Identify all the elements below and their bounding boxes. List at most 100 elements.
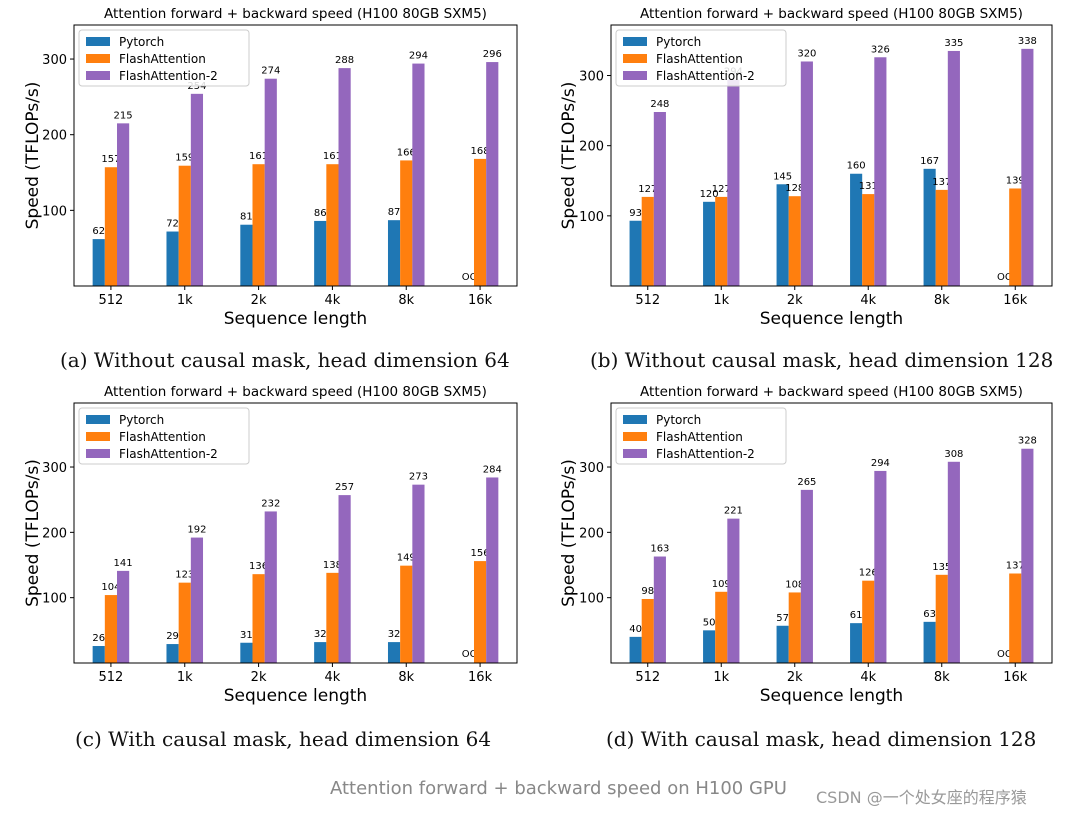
data-label: 273 (409, 472, 428, 483)
x-tick-label: 2k (251, 293, 267, 308)
legend-label: FlashAttention-2 (119, 447, 218, 461)
axes-frame (73, 24, 518, 287)
bar-flash2 (653, 556, 666, 663)
bar-pytorch (629, 220, 642, 286)
caption-c: (c) With causal mask, head dimension 64 (75, 727, 492, 751)
axes-frame (73, 402, 518, 664)
data-label: 320 (797, 48, 816, 59)
data-label: 215 (114, 110, 133, 121)
data-label: 63 (923, 609, 936, 620)
x-axis-label: Sequence length (224, 686, 367, 706)
legend-label: Pytorch (119, 35, 164, 49)
bar-flash2 (338, 68, 351, 287)
data-label: 128 (785, 183, 804, 194)
x-tick-label: 512 (635, 293, 660, 308)
bar-pytorch (240, 642, 253, 663)
data-label: 168 (471, 146, 490, 157)
x-tick-label: 512 (635, 670, 660, 685)
data-label: 274 (261, 66, 280, 77)
data-label: 131 (859, 181, 878, 192)
bar-flash (252, 574, 265, 663)
y-tick-label: 100 (42, 592, 67, 607)
x-tick-label: 16k (468, 293, 493, 308)
bar-flash2 (486, 62, 499, 286)
x-tick-label: 2k (787, 670, 803, 685)
legend-swatch-pytorch (86, 415, 110, 424)
data-label: 86 (314, 208, 327, 219)
x-tick-label: 4k (325, 293, 341, 308)
figure-caption: Attention forward + backward speed on H1… (330, 778, 787, 799)
data-label: 141 (114, 558, 133, 569)
data-label: 109 (712, 579, 731, 590)
bar-flash (400, 565, 413, 663)
data-label: 108 (785, 579, 804, 590)
data-label: 149 (397, 553, 416, 564)
x-tick-label: 2k (787, 293, 803, 308)
caption-b: (b) Without causal mask, head dimension … (590, 348, 1054, 372)
data-label: 157 (101, 154, 120, 165)
bar-flash (104, 595, 118, 663)
bar-flash2 (727, 79, 740, 286)
legend-label: FlashAttention (119, 52, 206, 66)
y-axis-label: Speed (TFLOPs/s) (23, 82, 43, 230)
x-tick-label: 2k (251, 670, 267, 685)
legend-label: FlashAttention-2 (656, 447, 755, 461)
y-axis-label: Speed (TFLOPs/s) (559, 459, 579, 607)
legend-swatch-pytorch (623, 415, 647, 424)
data-label: 136 (249, 561, 268, 572)
data-label: 135 (932, 562, 951, 573)
bar-flash2 (190, 537, 204, 663)
x-tick-label: 8k (934, 670, 950, 685)
y-tick-label: 200 (579, 140, 604, 155)
bar-flash (178, 165, 191, 286)
data-label: 221 (724, 506, 743, 517)
x-tick-label: 1k (177, 293, 193, 308)
y-tick-label: 200 (42, 526, 67, 541)
bar-flash (935, 189, 948, 286)
y-tick-label: 300 (42, 461, 67, 476)
bar-flash (715, 591, 728, 663)
data-label: 127 (712, 184, 731, 195)
legend-label: FlashAttention-2 (656, 69, 755, 83)
bar-flash (178, 582, 191, 663)
legend-swatch-flash2 (623, 449, 647, 458)
data-label: 160 (847, 161, 866, 172)
bar-pytorch (923, 621, 936, 663)
legend-label: Pytorch (119, 413, 164, 427)
bar-flash2 (874, 57, 887, 286)
data-label: 57 (776, 613, 789, 624)
bar-flash2 (264, 511, 277, 663)
bar-pytorch (923, 168, 936, 286)
legend-box (78, 29, 250, 87)
legend-box (615, 407, 787, 465)
x-tick-label: 16k (1003, 293, 1028, 308)
data-label: 104 (101, 582, 120, 593)
x-tick-label: 4k (860, 670, 876, 685)
bar-pytorch (314, 642, 327, 663)
legend-swatch-flash (86, 432, 110, 441)
data-label: 159 (175, 153, 194, 164)
legend-swatch-flash (86, 54, 110, 63)
data-label: 288 (335, 55, 354, 66)
chart-c: Attention forward + backward speed (H100… (23, 384, 518, 706)
data-label: 294 (409, 51, 428, 62)
legend-swatch-pytorch (86, 37, 110, 46)
bar-pytorch (314, 220, 327, 286)
bar-pytorch (387, 642, 401, 663)
legend-swatch-flash (623, 54, 647, 63)
data-label: 232 (261, 498, 280, 509)
data-label: 26 (92, 633, 105, 644)
data-label: 137 (932, 177, 951, 188)
data-label: 248 (650, 99, 669, 110)
oom-label: OOM (997, 649, 1021, 660)
y-axis-label: Speed (TFLOPs/s) (559, 82, 579, 230)
data-label: 62 (92, 226, 105, 237)
bar-flash2 (947, 50, 960, 287)
data-label: 335 (944, 38, 963, 49)
legend-swatch-flash2 (86, 71, 110, 80)
y-tick-label: 100 (579, 210, 604, 225)
bar-flash2 (1021, 448, 1034, 663)
bar-pytorch (850, 623, 863, 663)
bar-flash (400, 160, 413, 286)
data-label: 138 (323, 560, 342, 571)
